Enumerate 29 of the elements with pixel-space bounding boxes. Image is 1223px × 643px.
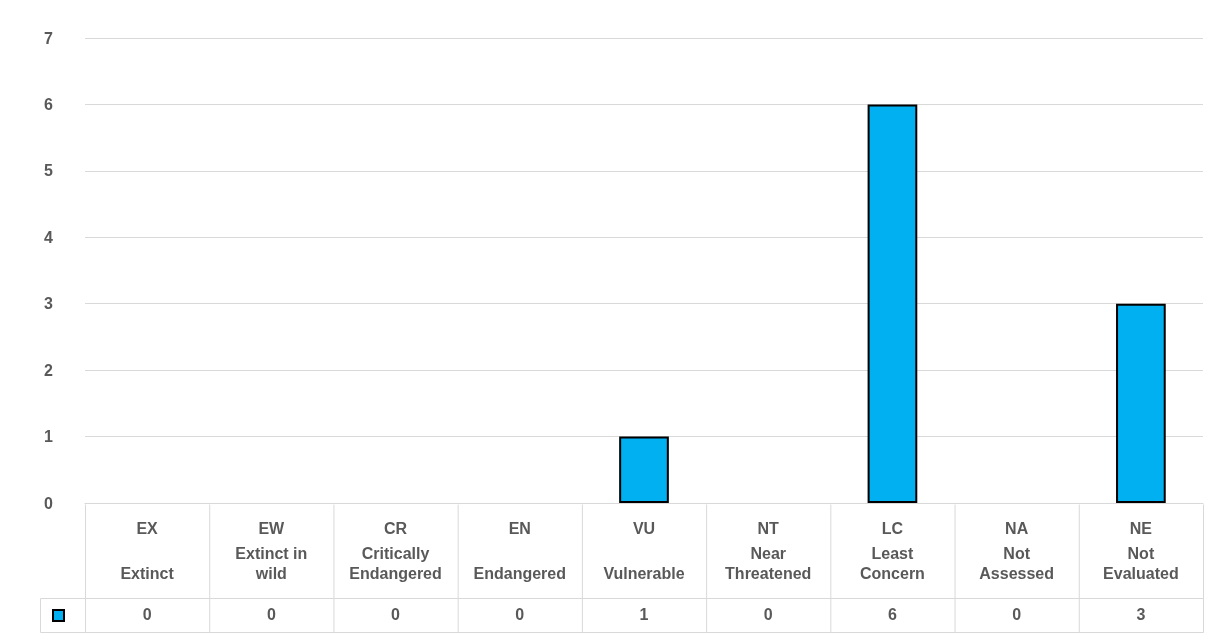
data-label: 6 (887, 606, 898, 624)
category-label: VU Vulnerable (603, 519, 685, 582)
y-tick-label: 0 (44, 494, 54, 512)
y-tick-label: 3 (44, 295, 54, 313)
category-label: EN Endangered (473, 519, 567, 582)
bar (1116, 303, 1166, 503)
data-label: 0 (762, 606, 774, 624)
x-tick-label: NT Near Threatened (725, 519, 812, 582)
x-tick-label: NA Not Assessed (979, 519, 1055, 582)
data-label: 3 (1135, 606, 1147, 624)
category-label: EX Extinct (120, 519, 174, 582)
y-tick-label: 6 (44, 95, 54, 113)
y-tick-label: 7 (44, 29, 54, 47)
data-label: 0 (265, 606, 277, 624)
data-label: 0 (1011, 606, 1023, 624)
bar (619, 436, 669, 503)
y-tick-label: 1 (44, 428, 54, 446)
data-label: 0 (514, 606, 526, 624)
y-tick-label: 2 (44, 361, 54, 379)
y-tick-label: 4 (44, 228, 54, 246)
x-tick-label: EW Extinct in wild (235, 519, 308, 582)
data-label: 0 (390, 606, 401, 624)
x-tick-label: LC Least Concern (859, 519, 925, 582)
bar (867, 104, 918, 503)
x-tick-label: NE Not Evaluated (1103, 519, 1179, 582)
data-label: 1 (638, 606, 650, 624)
data-label: 0 (141, 606, 153, 624)
x-tick-label: CR Critically Endangered (349, 519, 442, 582)
y-tick-label: 5 (44, 162, 54, 180)
